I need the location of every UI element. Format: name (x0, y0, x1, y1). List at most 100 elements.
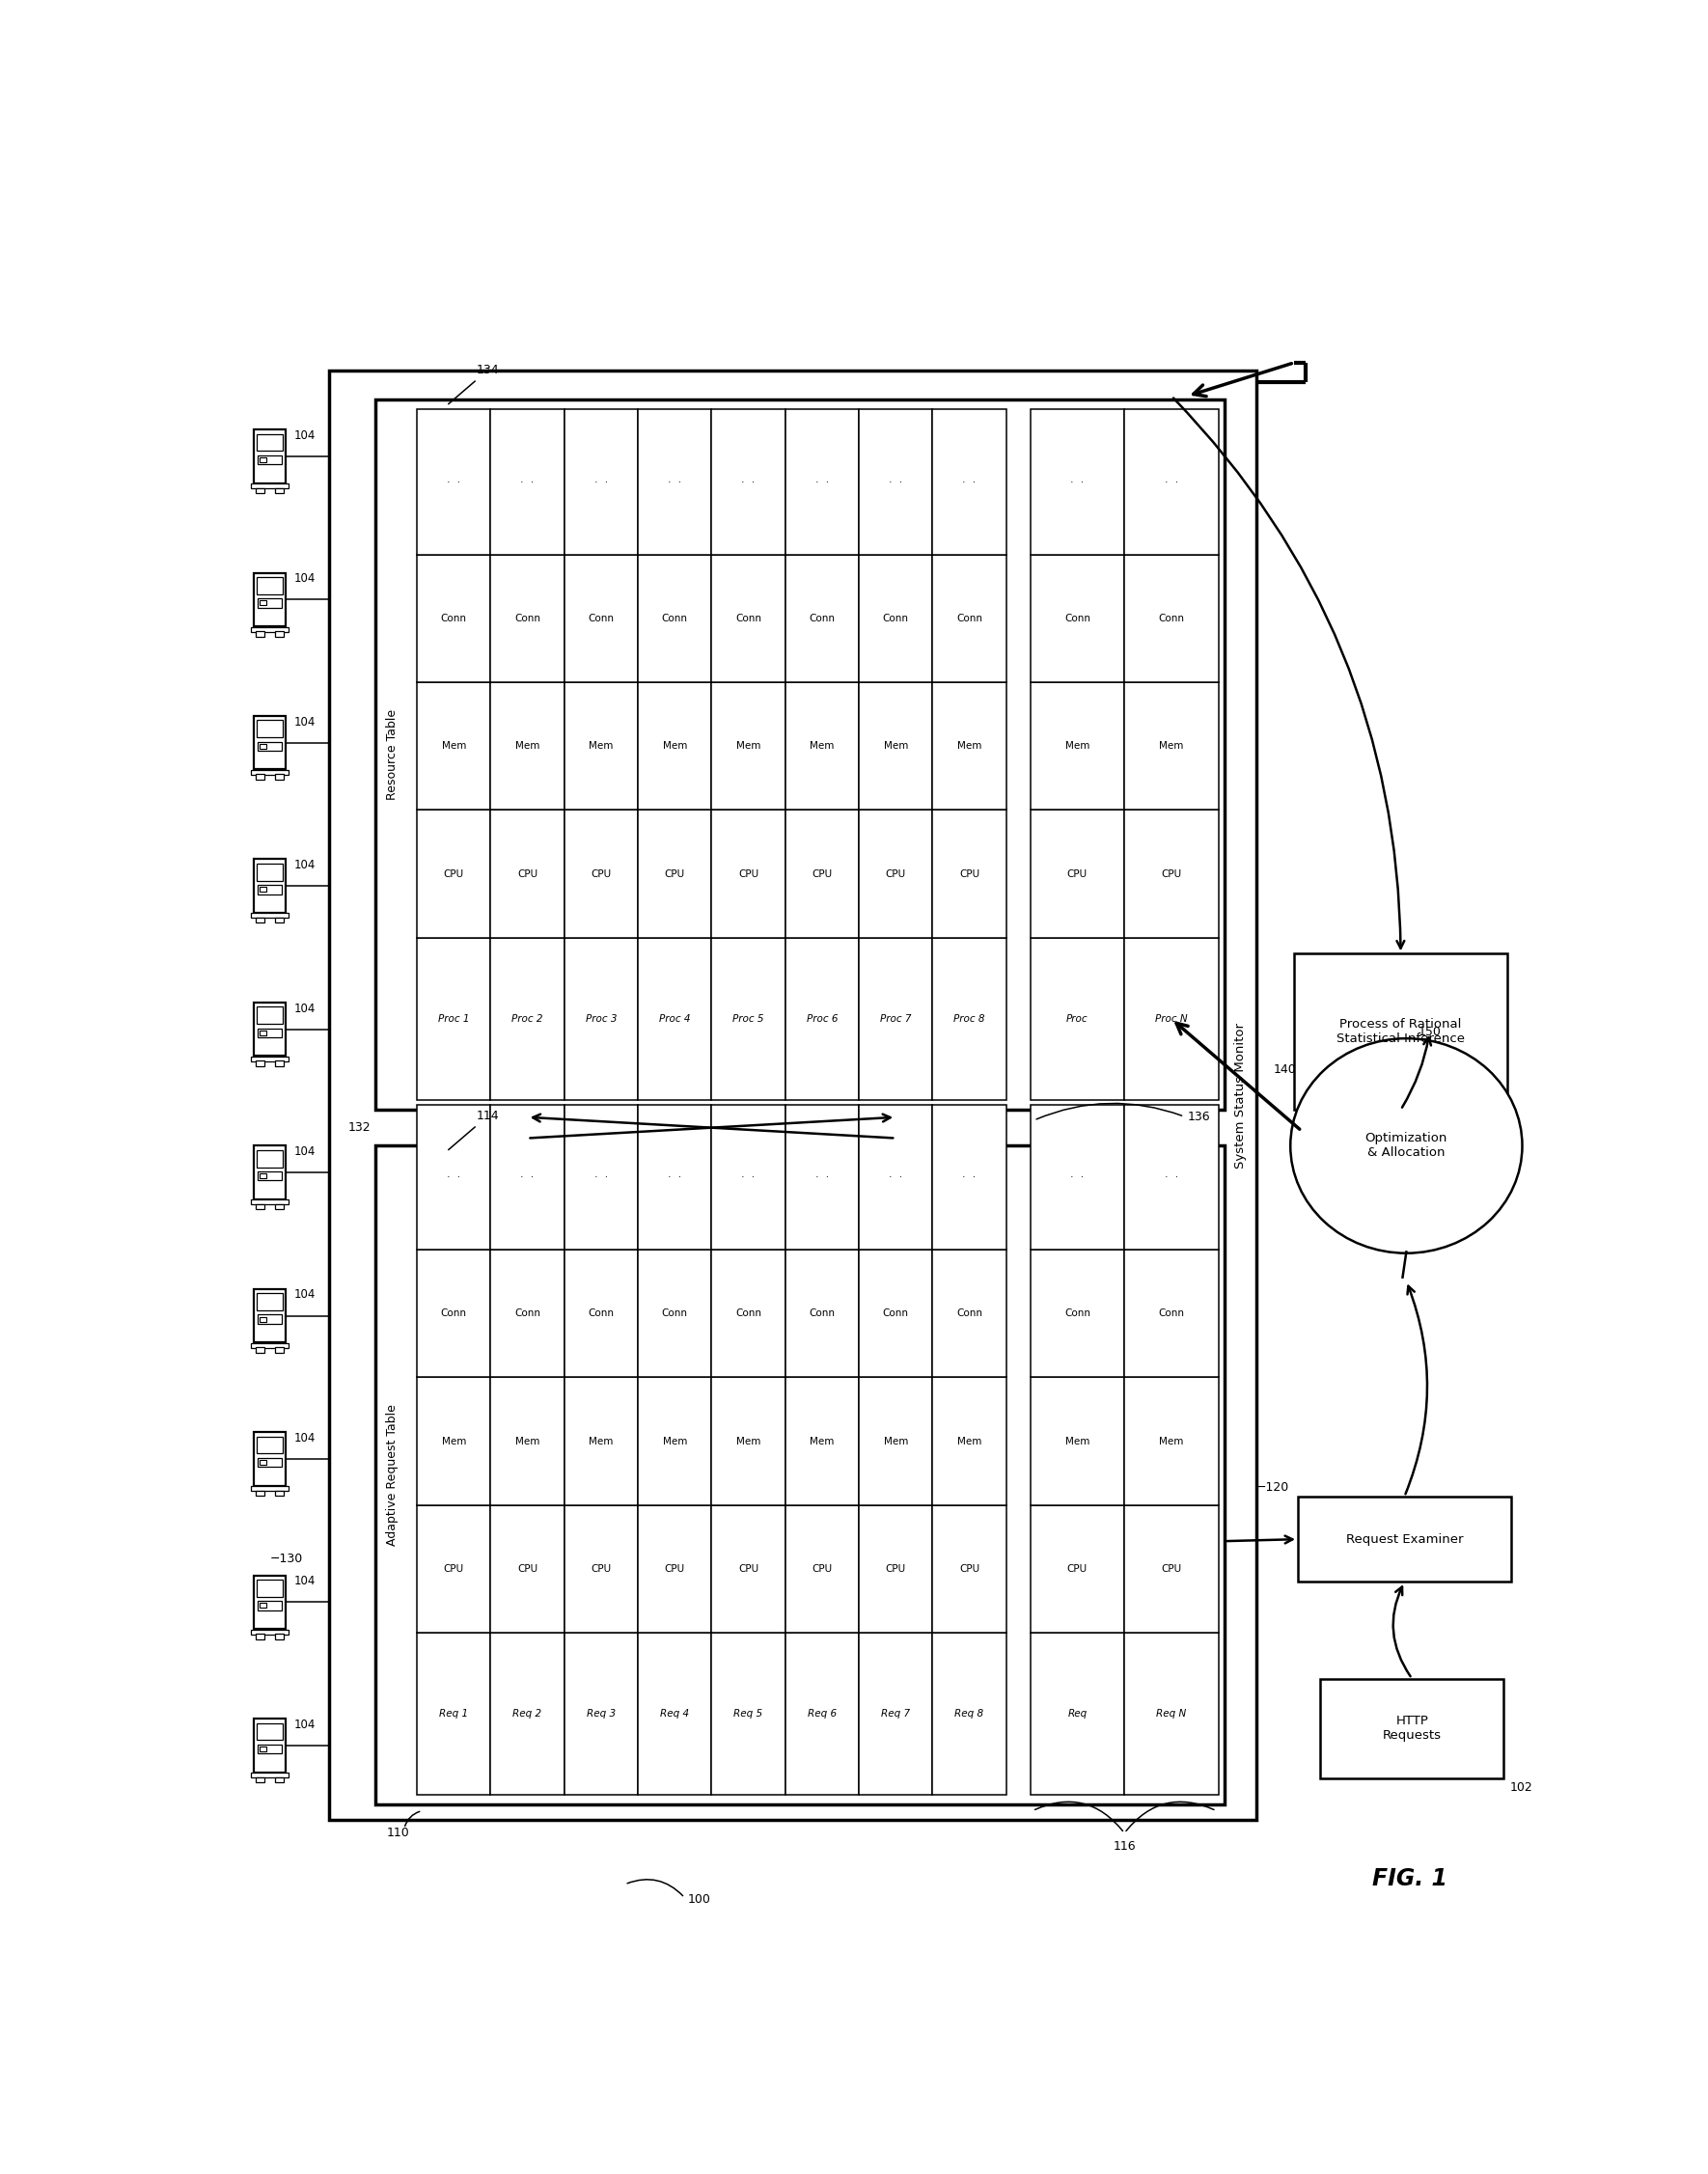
Bar (490, 409, 564, 554)
Text: 116: 116 (1114, 1839, 1136, 1852)
Text: ·  ·: · · (1071, 1172, 1085, 1183)
Text: Conn: Conn (883, 613, 909, 624)
Text: FIG. 1: FIG. 1 (1373, 1867, 1448, 1891)
Bar (251, 626, 289, 633)
Text: CPU: CPU (811, 870, 832, 878)
Text: Conn: Conn (1158, 613, 1185, 624)
Bar (256, 1150, 284, 1167)
Bar (256, 1580, 284, 1598)
Text: 114: 114 (449, 1111, 499, 1150)
Text: 104: 104 (294, 1289, 314, 1302)
Bar (490, 1378, 564, 1504)
Bar (258, 1459, 282, 1467)
Text: 104: 104 (294, 1146, 314, 1159)
Text: Conn: Conn (1158, 1309, 1185, 1317)
Text: ·  ·: · · (888, 1172, 902, 1183)
Bar (1298, 1496, 1512, 1583)
Text: ·  ·: · · (521, 1172, 535, 1183)
Text: Conn: Conn (514, 1309, 540, 1317)
Bar (251, 913, 289, 917)
Text: 104: 104 (294, 1002, 314, 1015)
Text: Req 7: Req 7 (881, 1709, 910, 1720)
Text: Mem: Mem (810, 1437, 834, 1446)
Text: CPU: CPU (444, 870, 465, 878)
Text: Request Examiner: Request Examiner (1346, 1533, 1464, 1546)
Text: Mem: Mem (516, 741, 540, 750)
Text: Req 4: Req 4 (661, 1709, 690, 1720)
Text: 132: 132 (348, 1122, 371, 1135)
Bar (786, 1504, 859, 1633)
Bar (254, 715, 285, 770)
Text: Mem: Mem (589, 1437, 613, 1446)
Text: ·  ·: · · (447, 1172, 461, 1183)
Bar (637, 409, 712, 554)
Bar (256, 1294, 284, 1311)
Bar (490, 1250, 564, 1378)
Text: Mem: Mem (956, 741, 982, 750)
Bar (637, 1504, 712, 1633)
Bar (637, 683, 712, 811)
Bar (275, 630, 284, 637)
Bar (254, 859, 285, 913)
Bar (275, 487, 284, 493)
Text: Mem: Mem (1160, 741, 1184, 750)
Text: Conn: Conn (661, 1309, 688, 1317)
Text: Optimization
& Allocation: Optimization & Allocation (1365, 1133, 1447, 1159)
Bar (1030, 554, 1124, 683)
Bar (859, 937, 933, 1100)
Bar (417, 683, 490, 811)
Text: Conn: Conn (514, 613, 540, 624)
Text: ·  ·: · · (741, 476, 755, 487)
Text: Mem: Mem (956, 1437, 982, 1446)
Text: ·  ·: · · (963, 476, 977, 487)
Bar (1124, 409, 1218, 554)
Text: Proc 4: Proc 4 (659, 1013, 690, 1024)
Text: Conn: Conn (661, 613, 688, 624)
Text: CPU: CPU (518, 870, 538, 878)
Bar (258, 1172, 282, 1180)
Text: HTTP
Requests: HTTP Requests (1382, 1715, 1442, 1741)
Bar (786, 409, 859, 554)
Bar (256, 1348, 265, 1352)
Bar (933, 409, 1006, 554)
Bar (251, 1487, 289, 1491)
Bar (256, 917, 265, 924)
Bar (258, 885, 282, 894)
Bar (275, 1061, 284, 1065)
Text: Proc 3: Proc 3 (586, 1013, 617, 1024)
Text: Proc 8: Proc 8 (953, 1013, 986, 1024)
Text: 104: 104 (294, 1433, 314, 1444)
Bar (933, 1504, 1006, 1633)
Bar (258, 1315, 282, 1324)
Text: Mem: Mem (1066, 1437, 1090, 1446)
Text: Conn: Conn (588, 613, 615, 624)
Text: Req 2: Req 2 (512, 1709, 541, 1720)
Bar (1124, 937, 1218, 1100)
Text: ·  ·: · · (741, 1172, 755, 1183)
Bar (933, 811, 1006, 937)
Text: ·  ·: · · (1071, 476, 1085, 487)
Bar (564, 1378, 637, 1504)
Bar (712, 409, 786, 554)
Bar (786, 811, 859, 937)
Bar (712, 1633, 786, 1796)
Text: CPU: CPU (444, 1563, 465, 1574)
Bar (376, 1146, 1225, 1804)
Bar (417, 1633, 490, 1796)
Bar (1124, 1250, 1218, 1378)
Bar (1030, 811, 1124, 937)
Text: Process of Rational
Statistical Inference: Process of Rational Statistical Inferenc… (1337, 1017, 1465, 1046)
Bar (1320, 1678, 1503, 1778)
Text: Conn: Conn (441, 613, 466, 624)
Bar (933, 1378, 1006, 1504)
Text: 136: 136 (1189, 1111, 1211, 1122)
Text: −130: −130 (270, 1552, 304, 1565)
Bar (251, 770, 289, 774)
Bar (490, 554, 564, 683)
Text: 104: 104 (294, 572, 314, 585)
Text: Conn: Conn (883, 1309, 909, 1317)
Bar (256, 1204, 265, 1209)
Bar (490, 811, 564, 937)
Bar (254, 1146, 285, 1200)
Text: Proc N: Proc N (1155, 1013, 1187, 1024)
